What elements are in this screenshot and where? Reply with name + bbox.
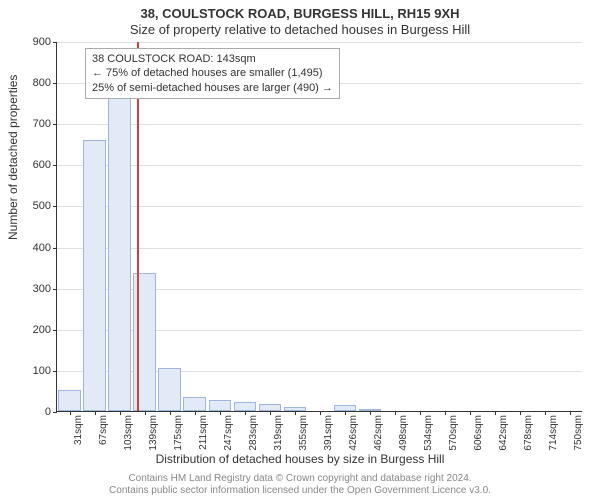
x-tick-label: 31sqm — [73, 415, 84, 445]
annotation-line3: 25% of semi-detached houses are larger (… — [92, 81, 333, 95]
x-tick-label: 570sqm — [448, 415, 459, 451]
x-tick-label: 67sqm — [98, 415, 109, 445]
x-tick-label: 283sqm — [248, 415, 259, 451]
x-tick-label: 462sqm — [373, 415, 384, 451]
histogram-bar — [209, 400, 232, 412]
y-tick-label: 200 — [33, 324, 51, 336]
histogram-bar — [58, 390, 81, 411]
annotation-line1: 38 COULSTOCK ROAD: 143sqm — [92, 52, 333, 66]
x-tick-label: 319sqm — [273, 415, 284, 451]
x-tick-label: 426sqm — [348, 415, 359, 451]
x-axis-label: Distribution of detached houses by size … — [0, 452, 600, 466]
footer-attribution: Contains HM Land Registry data © Crown c… — [0, 473, 600, 497]
title-address: 38, COULSTOCK ROAD, BURGESS HILL, RH15 9… — [0, 6, 600, 21]
y-tick-label: 800 — [33, 77, 51, 89]
x-tick-label: 714sqm — [548, 415, 559, 451]
x-tick-label: 498sqm — [398, 415, 409, 451]
y-tick-label: 0 — [45, 406, 51, 418]
y-tick-label: 700 — [33, 118, 51, 130]
x-tick-label: 678sqm — [523, 415, 534, 451]
annotation-line2: ← 75% of detached houses are smaller (1,… — [92, 66, 333, 80]
annotation-box: 38 COULSTOCK ROAD: 143sqm ← 75% of detac… — [85, 48, 340, 99]
histogram-bar — [158, 368, 181, 411]
y-axis-label: Number of detached properties — [6, 75, 20, 240]
histogram-bar — [108, 74, 131, 411]
title-subtitle: Size of property relative to detached ho… — [0, 22, 600, 37]
y-tick-label: 400 — [33, 242, 51, 254]
y-tick-label: 500 — [33, 200, 51, 212]
y-tick-label: 300 — [33, 283, 51, 295]
y-tick-label: 100 — [33, 365, 51, 377]
x-tick-label: 103sqm — [123, 415, 134, 451]
x-tick-label: 211sqm — [198, 415, 209, 450]
x-tick-label: 750sqm — [573, 415, 584, 451]
histogram-bar — [234, 402, 257, 411]
x-tick-label: 139sqm — [148, 415, 159, 451]
chart-plot-area: 010020030040050060070080090031sqm67sqm10… — [56, 42, 582, 412]
footer-line1: Contains HM Land Registry data © Crown c… — [0, 473, 600, 485]
x-tick-label: 534sqm — [423, 415, 434, 451]
x-tick-label: 175sqm — [173, 415, 184, 451]
footer-line2: Contains public sector information licen… — [0, 485, 600, 497]
x-tick-label: 391sqm — [323, 415, 334, 451]
x-tick-label: 606sqm — [473, 415, 484, 451]
y-tick-label: 600 — [33, 159, 51, 171]
histogram-bar — [83, 140, 106, 411]
y-tick-label: 900 — [33, 36, 51, 48]
x-tick-label: 642sqm — [498, 415, 509, 451]
histogram-bar — [183, 397, 206, 411]
x-tick-label: 247sqm — [223, 415, 234, 451]
x-tick-label: 355sqm — [298, 415, 309, 451]
